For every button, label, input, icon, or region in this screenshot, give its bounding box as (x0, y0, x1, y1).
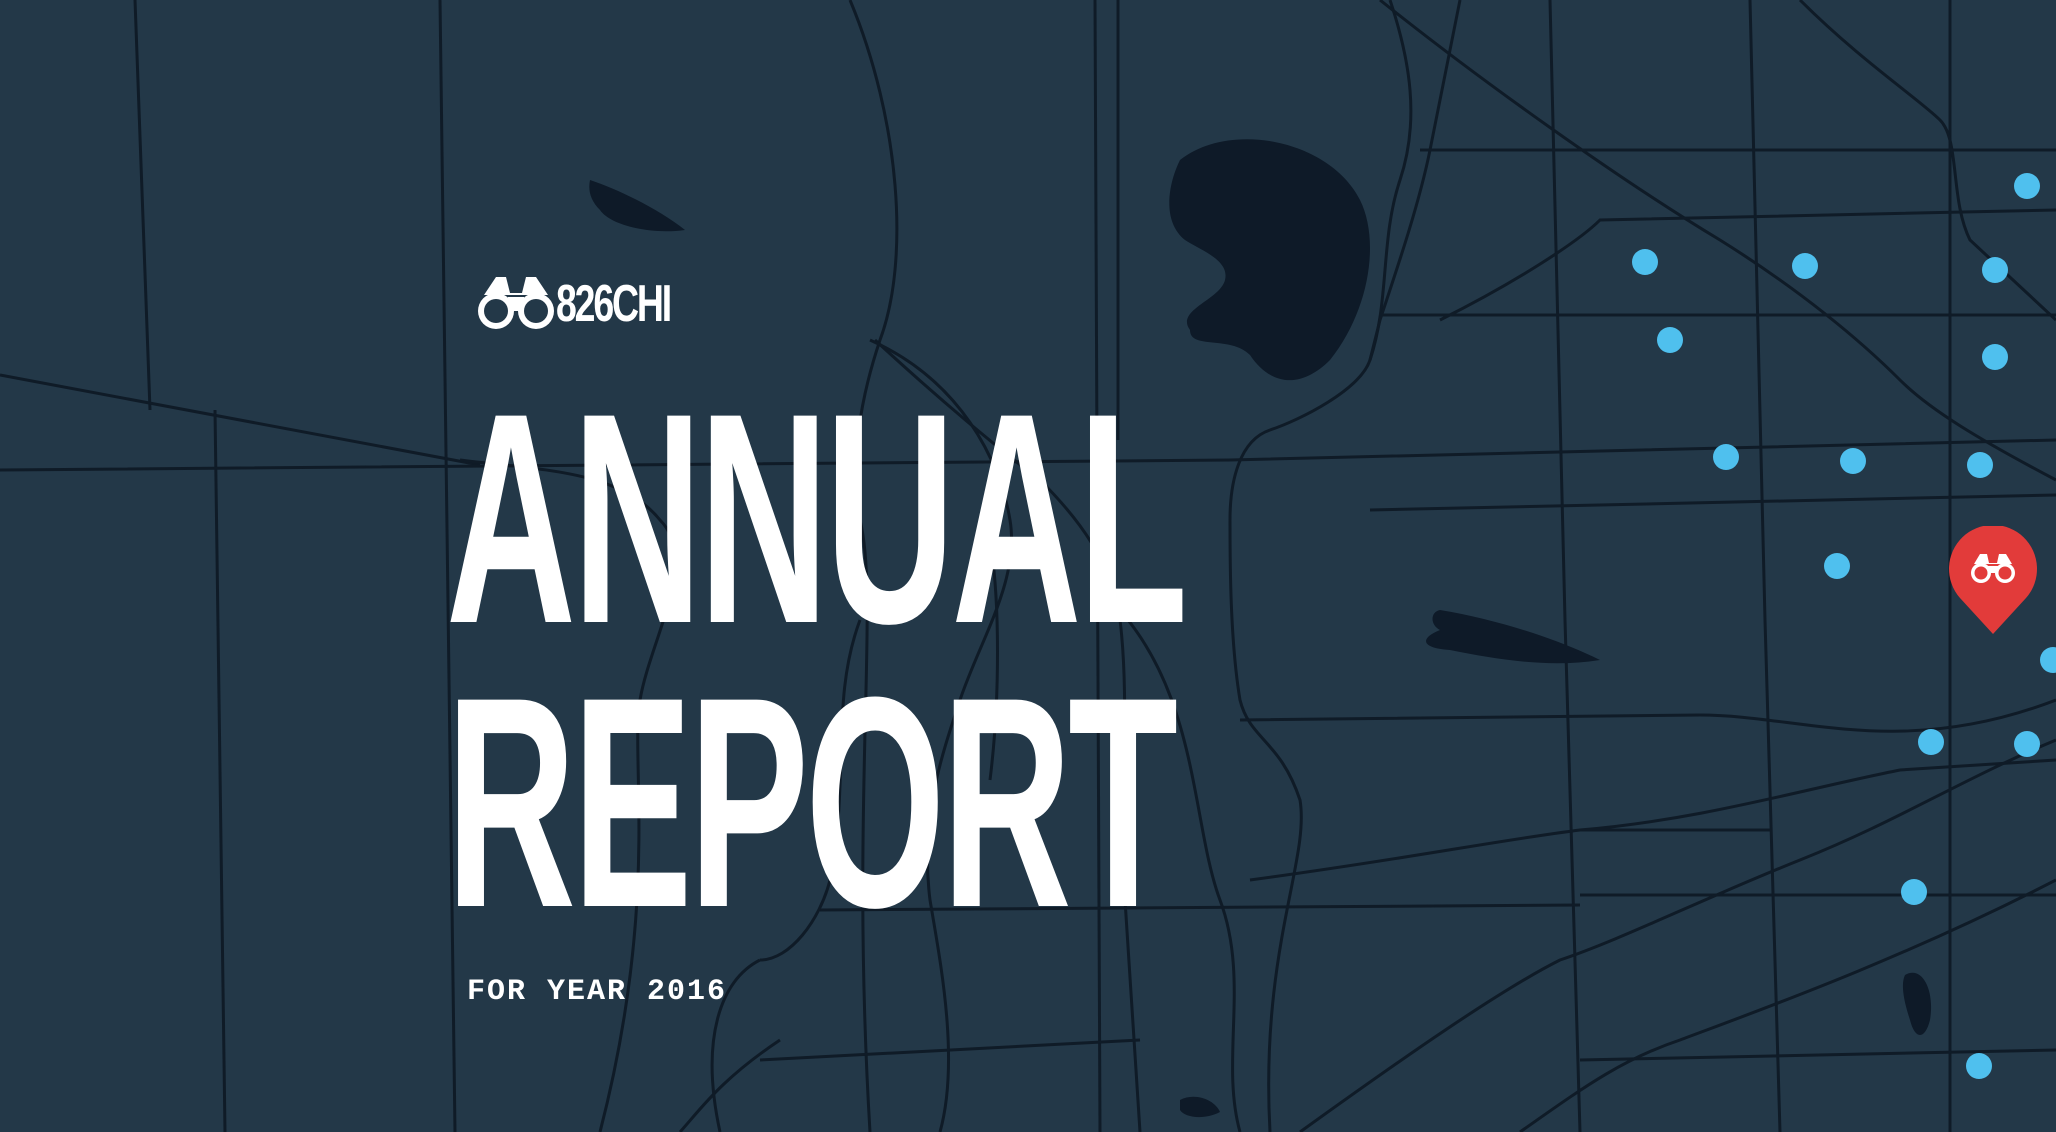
map-marker-pin[interactable] (1946, 526, 2040, 636)
location-dot (1982, 257, 2008, 283)
location-dot (1918, 729, 1944, 755)
brand-name: 826CHI (556, 275, 672, 333)
binoculars-icon (1971, 554, 2015, 583)
location-dot (2014, 731, 2040, 757)
location-dot (1792, 253, 1818, 279)
report-subtitle: FOR YEAR 2016 (467, 975, 728, 1009)
location-dot (2014, 173, 2040, 199)
location-dot (1632, 249, 1658, 275)
location-dot (1901, 879, 1927, 905)
location-dot (1824, 553, 1850, 579)
location-dot (1840, 448, 1866, 474)
map-location-dots (1632, 173, 2056, 1079)
binoculars-icon (478, 277, 554, 329)
report-title-line-1: ANNUAL (446, 350, 1188, 686)
location-dot (1982, 344, 2008, 370)
map-water (589, 139, 1932, 1118)
report-title-line-2: REPORT (446, 634, 1178, 970)
location-dot (1657, 327, 1683, 353)
location-dot (2040, 647, 2056, 673)
brand-logo[interactable]: 826CHI (474, 270, 714, 338)
location-dot (1966, 1053, 1992, 1079)
location-dot (1967, 452, 1993, 478)
location-dot (1713, 444, 1739, 470)
